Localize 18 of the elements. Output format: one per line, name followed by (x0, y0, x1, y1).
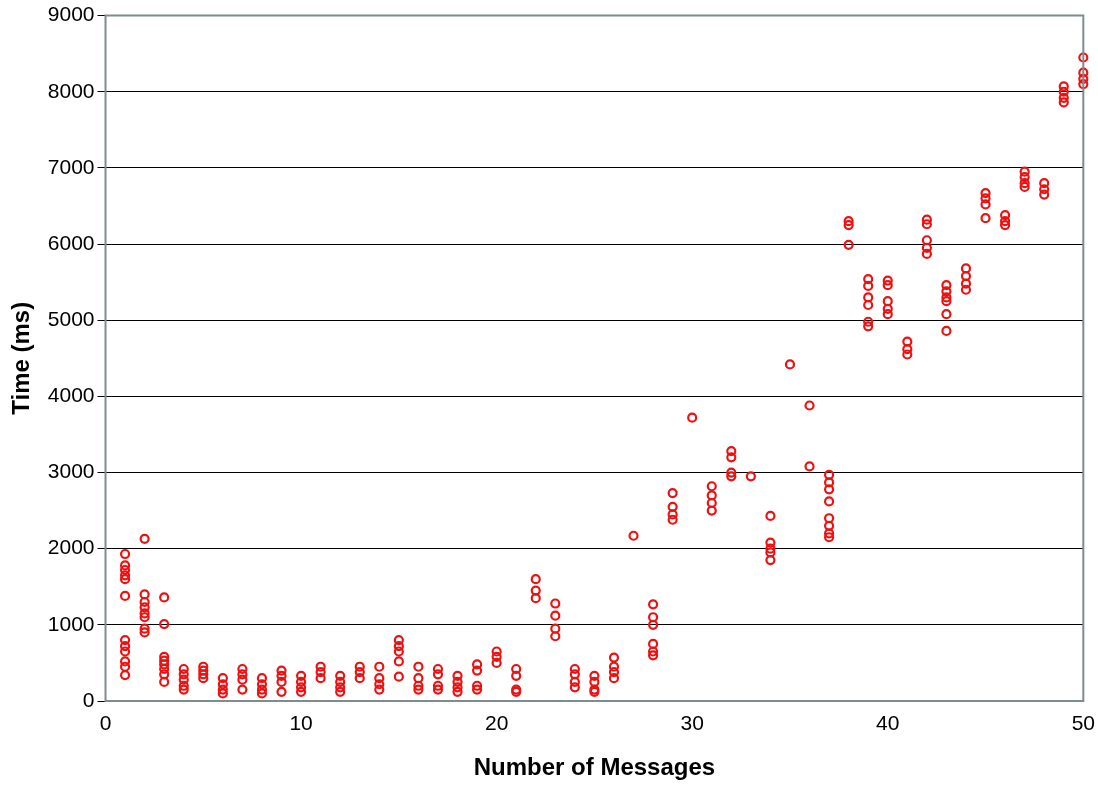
y-tick-label: 0 (82, 687, 95, 711)
x-tick-label: 50 (1071, 711, 1095, 735)
y-tick-label: 1000 (47, 611, 95, 635)
y-tick-label: 4000 (47, 383, 95, 407)
y-tick-label: 3000 (47, 459, 95, 483)
x-tick-label: 10 (289, 711, 313, 735)
y-tick-label: 6000 (47, 230, 95, 254)
x-tick-label: 20 (484, 711, 509, 735)
y-tick-label: 8000 (47, 78, 95, 102)
y-tick-label: 7000 (47, 154, 95, 178)
x-tick-label: 40 (876, 711, 900, 735)
x-tick-label: 30 (680, 711, 704, 735)
x-axis-title: Number of Messages (473, 753, 716, 781)
y-tick-label: 5000 (47, 307, 95, 331)
y-tick-label: 2000 (47, 535, 95, 559)
y-tick-label: 9000 (47, 2, 95, 26)
x-tick-label: 0 (99, 711, 112, 735)
y-axis-title: Time (ms) (7, 301, 35, 415)
